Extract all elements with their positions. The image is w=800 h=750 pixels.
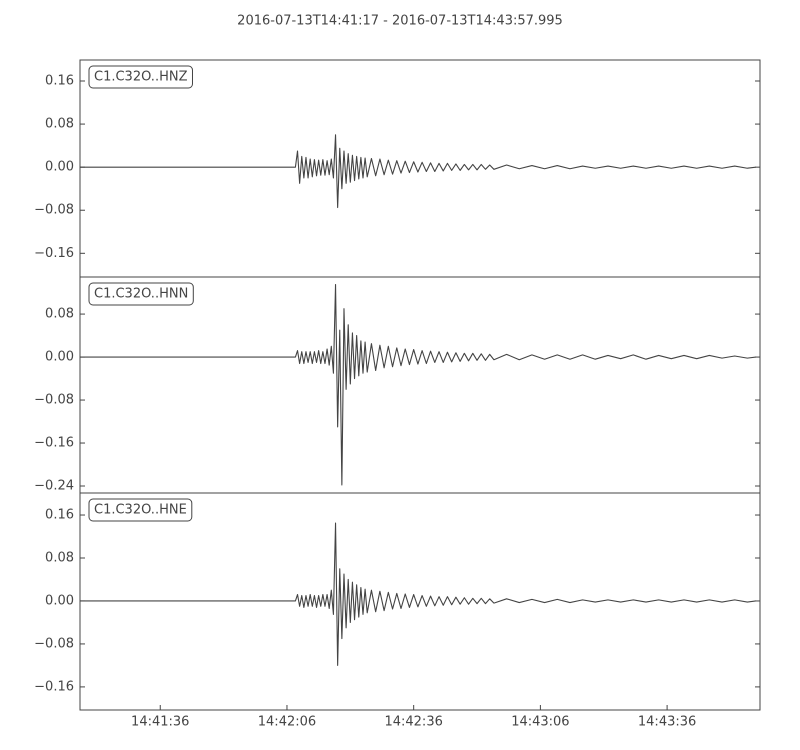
y-tick-label: −0.16 [34, 436, 74, 451]
y-tick-label: 0.08 [45, 550, 74, 565]
legend-box [88, 65, 193, 89]
legend-label: C1.C32O..HNZ [94, 70, 188, 85]
y-tick-label: −0.16 [34, 679, 74, 694]
y-tick-label: −0.16 [34, 246, 74, 261]
y-tick-label: −0.08 [34, 203, 74, 218]
legend-label: C1.C32O..HNE [94, 503, 187, 518]
waveform [80, 522, 756, 666]
y-tick-label: 0.00 [45, 160, 74, 175]
legend-box [88, 282, 194, 306]
x-tick-label: 14:43:36 [638, 715, 696, 730]
waveform [80, 134, 756, 209]
legend-box [88, 498, 193, 522]
waveform [80, 283, 756, 486]
y-tick-label: −0.08 [34, 636, 74, 651]
x-tick-label: 14:42:36 [384, 715, 442, 730]
y-tick-label: 0.16 [45, 74, 74, 89]
y-tick-label: 0.08 [45, 117, 74, 132]
legend-label: C1.C32O..HNN [94, 287, 188, 302]
y-tick-label: −0.08 [34, 393, 74, 408]
y-tick-label: −0.24 [34, 479, 74, 494]
plot-frame [79, 276, 761, 494]
plot-border [79, 492, 761, 711]
y-tick-label: 0.08 [45, 307, 74, 322]
y-tick-label: 0.16 [45, 508, 74, 523]
x-tick-label: 14:42:06 [258, 715, 316, 730]
y-tick-label: 0.00 [45, 350, 74, 365]
y-tick-label: 0.00 [45, 593, 74, 608]
figure-title: 2016-07-13T14:41:17 - 2016-07-13T14:43:5… [237, 14, 563, 29]
x-tick-label: 14:41:36 [131, 715, 189, 730]
x-tick-label: 14:43:06 [511, 715, 569, 730]
